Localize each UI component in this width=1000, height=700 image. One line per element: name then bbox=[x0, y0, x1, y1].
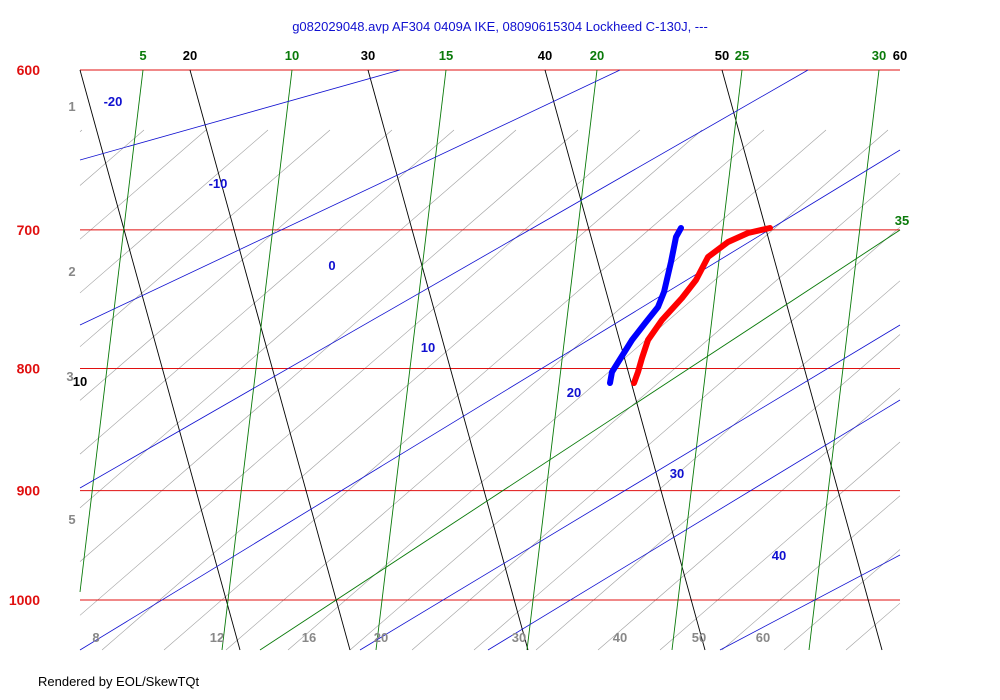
pressure-label: 900 bbox=[17, 483, 41, 499]
pressure-label: 600 bbox=[17, 62, 41, 78]
dry-adiabat-line bbox=[671, 69, 743, 651]
moist-adiabat-label: 20 bbox=[567, 385, 581, 400]
dry-adiabat-label: 5 bbox=[139, 48, 146, 63]
mixing-ratio-line bbox=[79, 129, 145, 186]
mixing-ratio-line bbox=[349, 173, 901, 651]
moist-adiabat-label: 40 bbox=[772, 548, 786, 563]
mixing-ratio-line bbox=[721, 495, 901, 651]
moist-adiabat-label: 30 bbox=[670, 466, 684, 481]
moist-adiabat-label: 0 bbox=[328, 258, 335, 273]
isotherm-label: 20 bbox=[183, 48, 197, 63]
mixing-ratio-line bbox=[79, 129, 455, 455]
isotherm-label: 10 bbox=[73, 374, 87, 389]
dry-adiabat-line bbox=[375, 69, 447, 651]
dry-adiabat-label: 35 bbox=[895, 213, 909, 228]
moist-adiabat-line bbox=[79, 149, 901, 651]
mixing-ratio-line bbox=[79, 129, 207, 240]
isotherm-label: 50 bbox=[715, 48, 729, 63]
pressure-label: 1000 bbox=[9, 592, 40, 608]
mixing-ratio-line bbox=[163, 129, 765, 651]
moist-adiabat-label: 10 bbox=[421, 340, 435, 355]
moist-adiabat-line bbox=[79, 69, 809, 489]
isotherm-line bbox=[544, 69, 706, 651]
mixing-ratio-line bbox=[473, 280, 901, 651]
pressure-label: 800 bbox=[17, 360, 41, 376]
mixing-ratio-label: 50 bbox=[692, 630, 706, 645]
isotherm-label: 60 bbox=[893, 48, 907, 63]
mixing-ratio-label: 30 bbox=[512, 630, 526, 645]
moist-adiabat-line bbox=[719, 554, 901, 651]
pressure-label: 700 bbox=[17, 222, 41, 238]
mixing-ratio-label: 40 bbox=[613, 630, 627, 645]
mixing-ratio-line bbox=[101, 129, 703, 651]
isotherm-line bbox=[721, 69, 883, 651]
mixing-ratio-label: 60 bbox=[756, 630, 770, 645]
dry-adiabat-label: 10 bbox=[285, 48, 299, 63]
temperature-trace bbox=[631, 225, 773, 386]
mixing-ratio-line bbox=[79, 129, 641, 616]
mixing-ratio-line bbox=[287, 129, 889, 651]
dry-adiabat-line bbox=[259, 229, 901, 651]
mixing-ratio-line bbox=[659, 441, 901, 651]
mixing-ratio-line bbox=[845, 602, 901, 651]
dry-adiabat-line bbox=[221, 69, 293, 651]
isotherm-label: 40 bbox=[538, 48, 552, 63]
mixing-ratio-line bbox=[79, 129, 269, 294]
dewpoint-trace bbox=[607, 225, 684, 386]
isotherm-label: 30 bbox=[361, 48, 375, 63]
mixing-ratio-label: 16 bbox=[302, 630, 316, 645]
mixing-ratio-line bbox=[535, 334, 901, 651]
mixing-ratio-label: 1 bbox=[68, 99, 75, 114]
mixing-ratio-label: 5 bbox=[68, 512, 75, 527]
mixing-ratio-line bbox=[79, 129, 393, 401]
footer-credit: Rendered by EOL/SkewTQt bbox=[38, 674, 200, 689]
mixing-ratio-line bbox=[79, 129, 331, 347]
isotherm-line bbox=[367, 69, 529, 651]
moist-adiabat-line bbox=[359, 324, 901, 651]
moist-adiabat-line bbox=[79, 69, 621, 326]
mixing-ratio-label: 8 bbox=[92, 630, 99, 645]
mixing-ratio-line bbox=[411, 226, 901, 651]
moist-adiabat-line bbox=[79, 69, 401, 161]
dry-adiabat-label: 15 bbox=[439, 48, 453, 63]
dry-adiabat-line bbox=[526, 69, 598, 651]
isotherm-line bbox=[79, 69, 241, 651]
mixing-ratio-label: 12 bbox=[210, 630, 224, 645]
dry-adiabat-label: 25 bbox=[735, 48, 749, 63]
mixing-ratio-line bbox=[225, 129, 827, 651]
mixing-ratio-line bbox=[79, 129, 579, 562]
mixing-ratio-label: 2 bbox=[68, 264, 75, 279]
chart-title: g082029048.avp AF304 0409A IKE, 08090615… bbox=[292, 19, 708, 34]
dry-adiabat-label: 20 bbox=[590, 48, 604, 63]
mixing-ratio-line bbox=[597, 388, 901, 651]
mixing-ratio-line bbox=[79, 129, 517, 509]
dry-adiabat-line bbox=[808, 69, 880, 651]
dry-adiabat-line bbox=[79, 69, 144, 593]
moist-adiabat-label: -10 bbox=[209, 176, 228, 191]
mixing-ratio-label: 20 bbox=[374, 630, 388, 645]
mixing-ratio-line bbox=[79, 129, 83, 132]
moist-adiabat-line bbox=[487, 399, 901, 651]
isotherm-line bbox=[189, 69, 351, 651]
dry-adiabat-label: 30 bbox=[872, 48, 886, 63]
moist-adiabat-label: -20 bbox=[104, 94, 123, 109]
mixing-ratio-label: 3 bbox=[66, 369, 73, 384]
